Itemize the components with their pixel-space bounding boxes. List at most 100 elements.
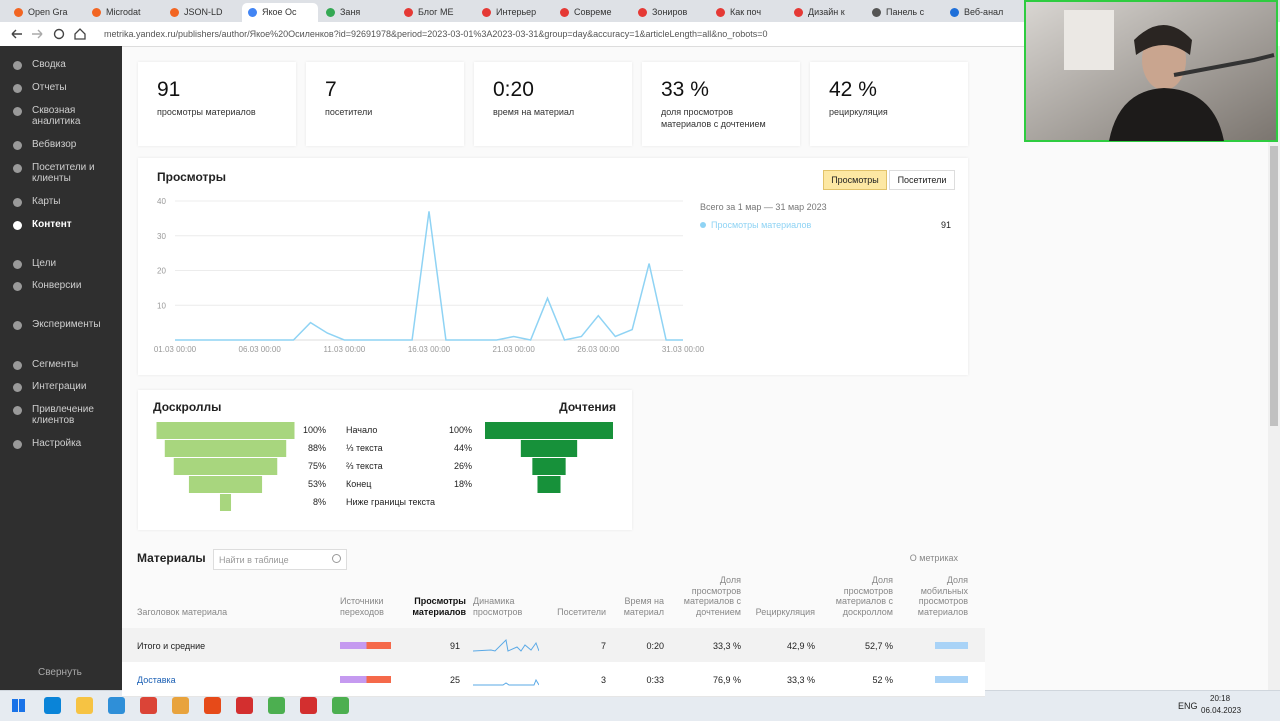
taskbar-app[interactable] [140, 697, 157, 714]
url[interactable]: metrika.yandex.ru/publishers/author/Якое… [104, 29, 768, 39]
scroll-value-label: 88% [308, 443, 326, 453]
kpi-label: доля просмотров материалов с дочтением [661, 107, 766, 129]
column-header[interactable]: Рециркуляция [755, 606, 815, 617]
column-header[interactable]: Просмотры материалов [412, 596, 466, 617]
x-tick-label: 16.03 00:00 [408, 345, 451, 354]
tab-icon [326, 8, 335, 17]
sidebar-item[interactable]: Посетители и клиенты [0, 162, 122, 188]
scroll-bar [156, 422, 295, 439]
about-metrics[interactable]: О метриках [909, 553, 958, 563]
taskbar-app[interactable] [268, 697, 285, 714]
toggle-button[interactable]: Просмотры [823, 170, 887, 190]
sidebar-icon [13, 61, 22, 70]
sidebar-item[interactable]: Сегменты [0, 359, 122, 385]
legend-name[interactable]: Просмотры материалов [711, 220, 812, 230]
sidebar-item[interactable]: Цели [0, 258, 122, 284]
period: Всего за 1 мар — 31 мар 2023 [700, 202, 827, 212]
table-cell: 76,9 % [712, 675, 741, 685]
sidebar-item[interactable]: Сводка [0, 59, 122, 85]
tab-title: Microdat [106, 7, 141, 17]
sidebar-icon [13, 221, 22, 230]
sidebar-icon [13, 84, 22, 93]
column-header[interactable]: Доля просмотров материалов с дочтением [683, 575, 741, 617]
table-cell: 25 [449, 675, 460, 685]
tab[interactable]: Зониров [632, 3, 708, 22]
kpi-value: 0:20 [493, 78, 534, 101]
sidebar-item[interactable]: Сквозная аналитика [0, 105, 122, 131]
sidebar-item[interactable]: Отчеты [0, 82, 122, 108]
search-box[interactable]: Найти в таблице [213, 549, 347, 570]
read-value-label: 100% [449, 425, 472, 435]
taskbar-app[interactable] [236, 697, 253, 714]
sidebar-item[interactable]: Контент [0, 219, 122, 245]
tab[interactable]: JSON-LD [164, 3, 240, 22]
column-header[interactable]: Динамика просмотров [473, 596, 523, 617]
toggle-button[interactable]: Посетители [889, 170, 955, 190]
tab-title: Блог МЕ [418, 7, 454, 17]
tab[interactable]: Заня [320, 3, 396, 22]
funnel-title: Доскроллы [153, 400, 222, 414]
sidebar-item[interactable]: Карты [0, 196, 122, 222]
charts: 10 20 30 40 01.03 00:00 06.03 00:00 11.03 00:0… [154, 197, 705, 511]
scrollbar[interactable] [1268, 46, 1280, 690]
column-header[interactable]: Доля просмотров материалов с доскроллом [835, 575, 893, 617]
tab[interactable]: Интерьер [476, 3, 552, 22]
collapse-button[interactable]: Свернуть [38, 667, 82, 678]
start-button[interactable] [12, 699, 25, 712]
taskbar-app[interactable] [108, 697, 125, 714]
tab-icon [14, 8, 23, 17]
tab-title: Якое Ос [262, 7, 297, 17]
language[interactable]: ENG [1178, 701, 1198, 711]
tab[interactable]: Блог МЕ [398, 3, 474, 22]
sparkline [473, 638, 539, 652]
table-cell: 42,9 % [786, 641, 815, 651]
column-header[interactable]: Заголовок материала [137, 606, 228, 617]
column-header[interactable]: Доля мобильных просмотров материалов [917, 575, 968, 617]
column-header[interactable]: Посетители [557, 606, 606, 617]
taskbar-app[interactable] [300, 697, 317, 714]
sidebar-item[interactable]: Настройка [0, 438, 122, 464]
column-header[interactable]: Время на материал [623, 596, 664, 617]
chart-title: Просмотры [157, 170, 227, 184]
table-cell: 52,7 % [864, 641, 893, 651]
taskbar-app[interactable] [332, 697, 349, 714]
taskbar-app[interactable] [204, 697, 221, 714]
legend-dot [700, 222, 706, 228]
column-header[interactable]: Источники переходов [340, 596, 384, 617]
sidebar-item[interactable]: Привлечение клиентов [0, 404, 122, 430]
sidebar-item[interactable]: Конверсии [0, 280, 122, 306]
row-title[interactable]: Доставка [137, 675, 176, 685]
kpi-label: рециркуляция [829, 107, 888, 117]
tab-icon [560, 8, 569, 17]
tab-title: Интерьер [496, 7, 537, 17]
tab[interactable]: Open Gra [8, 3, 84, 22]
taskbar-app[interactable] [76, 697, 93, 714]
tab[interactable]: Веб-анал [944, 3, 1020, 22]
y-tick-label: 20 [157, 267, 166, 276]
kpi-value: 7 [325, 78, 337, 101]
tab[interactable]: Microdat [86, 3, 162, 22]
tab-title: Заня [340, 7, 361, 17]
scroll-bar [173, 458, 278, 475]
read-value-label: 26% [454, 461, 472, 471]
sidebar-label: Вебвизор [32, 139, 77, 150]
tab[interactable]: Как поч [710, 3, 786, 22]
sidebar: Сводка Отчеты Сквозная аналитика Вебвизор По… [0, 46, 122, 690]
tab[interactable]: Дизайн к [788, 3, 864, 22]
tab[interactable]: Панель с [866, 3, 942, 22]
sidebar-item[interactable]: Интеграции [0, 381, 122, 407]
taskbar-app[interactable] [172, 697, 189, 714]
sidebar-label: Настройка [32, 438, 82, 449]
sidebar-item[interactable]: Вебвизор [0, 139, 122, 165]
sidebar-label: Посетители и клиенты [32, 162, 95, 184]
nav-buttons[interactable] [8, 26, 98, 42]
taskbar-app[interactable] [44, 697, 61, 714]
clock-time: 20:18 [1210, 694, 1231, 703]
tab[interactable]: Совреме [554, 3, 630, 22]
sidebar-item[interactable]: Эксперименты [0, 319, 122, 345]
sources-bar [340, 642, 391, 649]
tab[interactable]: Якое Ос [242, 3, 318, 22]
sidebar-label: Карты [32, 196, 61, 207]
table-cell: 0:20 [646, 641, 664, 651]
tab-title: Как поч [730, 7, 762, 17]
